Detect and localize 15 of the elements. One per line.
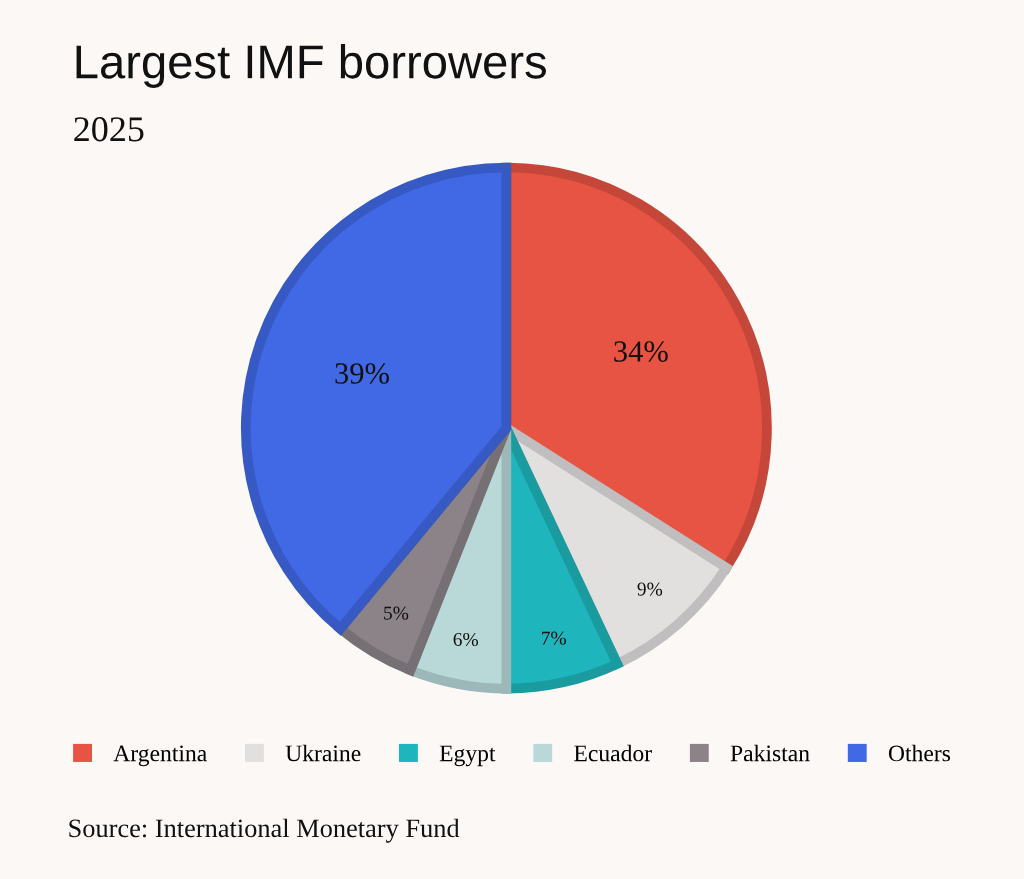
data-label: 6% (453, 632, 479, 647)
chart-title: Largest IMF borrowers (76, 43, 546, 88)
data-label: 7% (542, 631, 566, 645)
data-label: 9% (637, 582, 663, 596)
data-label: 39% (335, 363, 389, 384)
data-label: 34% (614, 341, 668, 362)
chart-subtitle: 2025 (74, 117, 144, 142)
legend-label: Others (888, 744, 951, 762)
legend-label: Argentina (113, 745, 207, 767)
legend-label: Ecuador (574, 744, 652, 762)
legend-label: Ukraine (285, 744, 361, 762)
legend-label: Egypt (439, 745, 496, 767)
source-note: Source: International Monetary Fund (69, 818, 460, 843)
legend-label: Pakistan (730, 744, 810, 762)
data-label: 5% (384, 606, 409, 620)
